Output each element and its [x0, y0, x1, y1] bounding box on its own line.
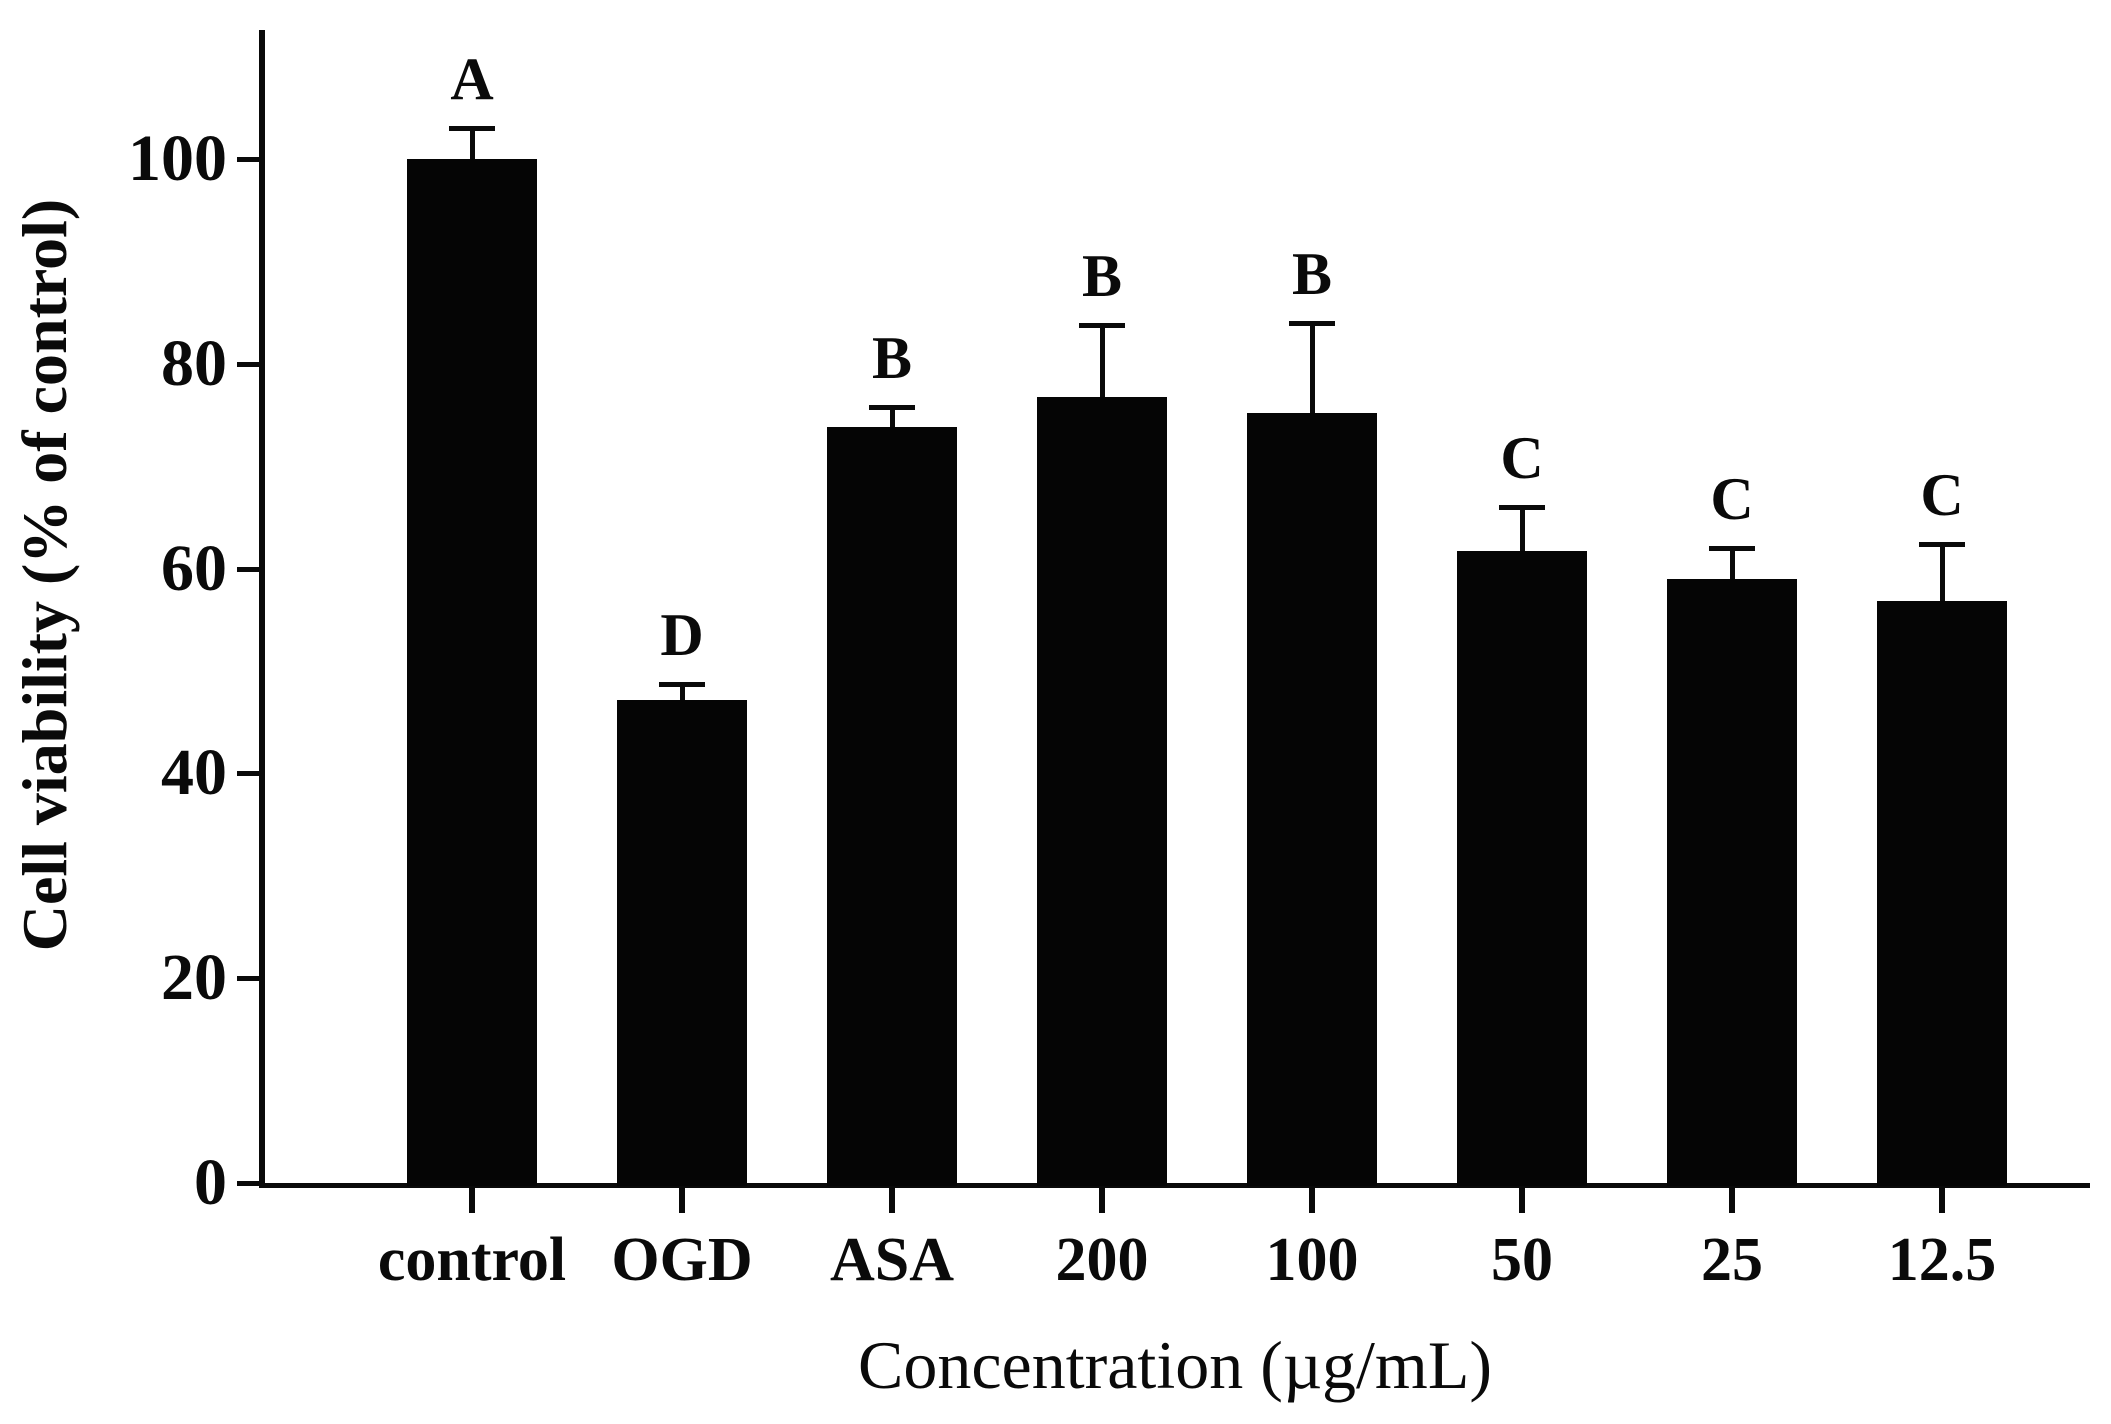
y-tick-label: 20 [161, 941, 227, 1015]
x-category-label: 50 [1491, 1226, 1553, 1294]
error-bar-cap [449, 126, 495, 132]
y-tick [237, 566, 261, 572]
y-axis-line [259, 30, 265, 1188]
bar-ASA [827, 427, 957, 1186]
x-tick [1519, 1187, 1525, 1213]
bar-OGD [617, 699, 747, 1186]
significance-letter: B [871, 324, 913, 391]
x-tick [1099, 1187, 1105, 1213]
error-bar-stem [1940, 544, 1945, 602]
x-tick [1729, 1187, 1735, 1213]
x-category-label: control [377, 1226, 567, 1294]
significance-letter: C [1920, 462, 1964, 529]
x-category-label: 100 [1265, 1226, 1359, 1294]
x-axis-line [259, 1183, 2090, 1188]
x-category-label: 200 [1055, 1226, 1149, 1294]
x-tick [679, 1187, 685, 1213]
error-bar-stem [1310, 322, 1315, 413]
error-bar-cap [1709, 546, 1755, 552]
y-tick-label: 80 [161, 326, 227, 400]
y-tick [237, 1181, 261, 1186]
y-tick [237, 771, 261, 777]
y-tick [237, 976, 261, 982]
significance-letter: A [450, 46, 494, 113]
x-tick [1939, 1187, 1945, 1213]
bar-25 [1667, 578, 1797, 1186]
x-category-label: OGD [611, 1226, 753, 1294]
x-tick [1309, 1187, 1315, 1213]
error-bar-stem [1520, 507, 1525, 552]
y-tick-label: 60 [161, 531, 227, 605]
bar-100 [1247, 412, 1377, 1186]
x-category-label: ASA [829, 1226, 955, 1294]
bar-12.5 [1877, 601, 2007, 1186]
error-bar-cap [869, 404, 915, 410]
error-bar-cap [1499, 505, 1545, 511]
x-category-label: 12.5 [1887, 1226, 1997, 1294]
y-tick-label: 100 [128, 122, 227, 195]
significance-letter: D [660, 602, 704, 669]
x-axis-title: Concentration (µg/mL) [857, 1327, 1492, 1403]
x-tick [889, 1187, 895, 1213]
y-tick [237, 157, 261, 162]
error-bar-stem [470, 128, 475, 159]
significance-letter: C [1710, 466, 1754, 533]
y-tick-label: 0 [194, 1146, 227, 1219]
bar-control [407, 159, 537, 1186]
error-bar-stem [680, 684, 685, 700]
significance-letter: C [1500, 425, 1544, 492]
y-tick [237, 361, 261, 367]
error-bar-cap [1919, 542, 1965, 548]
significance-letter: B [1081, 242, 1123, 309]
x-tick [469, 1187, 475, 1213]
bar-200 [1037, 396, 1167, 1186]
y-tick-label: 40 [161, 736, 227, 810]
x-category-label: 25 [1701, 1226, 1763, 1294]
y-axis-title: Cell viability (% of control) [9, 198, 80, 952]
significance-letter: B [1291, 240, 1333, 307]
error-bar-stem [890, 406, 895, 428]
error-bar-cap [1079, 322, 1125, 328]
error-bar-cap [1289, 320, 1335, 326]
bar-50 [1457, 551, 1587, 1186]
error-bar-stem [1100, 324, 1105, 397]
error-bar-stem [1730, 548, 1735, 579]
error-bar-cap [659, 682, 705, 688]
